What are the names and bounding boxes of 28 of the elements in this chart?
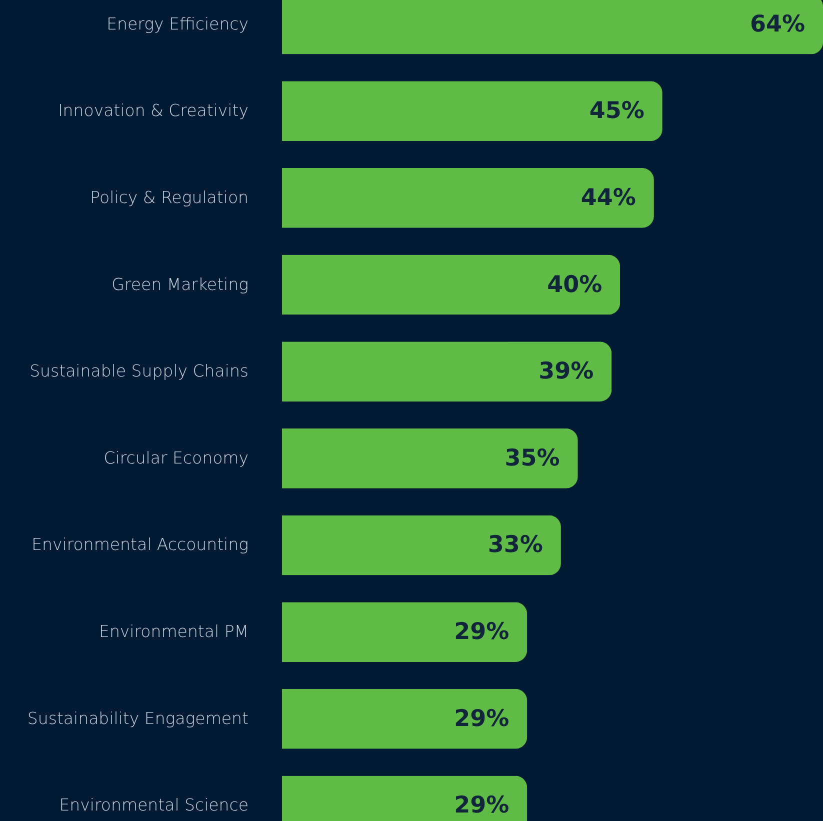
bar [282,602,528,662]
bar [282,515,561,576]
y-tick-label: Policy & Regulation [90,188,248,207]
y-tick-label: Sustainability Engagement [27,708,248,728]
data-label: 35% [504,445,560,472]
y-tick-label: Circular Economy [104,448,248,468]
bar [282,254,620,315]
y-tick-label: Sustainable Supply Chains [30,362,248,381]
y-tick-label: Innovation & Creativity [58,101,248,120]
bar [282,688,528,749]
y-tick-label: Energy Efficiency [106,14,248,34]
data-label: 39% [538,358,594,385]
y-tick-label: Environmental Accounting [32,535,248,554]
y-tick-label: Green Marketing [112,274,248,294]
bar [282,168,654,228]
data-label: 29% [454,706,510,732]
bar [282,81,662,142]
data-label: 29% [454,792,510,819]
data-label: 45% [589,98,644,124]
data-label: 33% [488,532,543,558]
data-label: 64% [750,11,805,38]
bar [282,342,612,402]
bar [282,428,578,488]
y-tick-label: Environmental Science [59,796,248,815]
data-label: 44% [580,184,636,211]
data-label: 29% [454,619,510,646]
y-tick-label: Environmental PM [99,622,248,642]
data-label: 40% [547,272,602,298]
